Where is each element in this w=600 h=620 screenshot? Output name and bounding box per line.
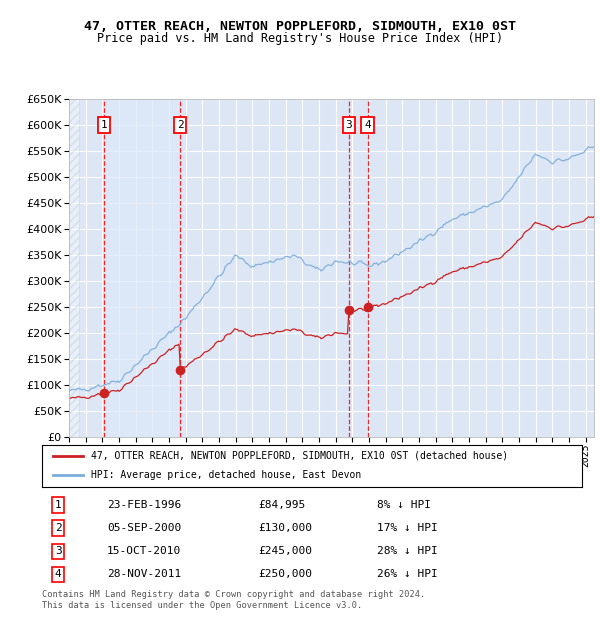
Text: 15-OCT-2010: 15-OCT-2010 [107, 546, 181, 556]
Text: HPI: Average price, detached house, East Devon: HPI: Average price, detached house, East… [91, 471, 361, 480]
Text: 1: 1 [101, 120, 108, 130]
Text: 05-SEP-2000: 05-SEP-2000 [107, 523, 181, 533]
Text: £245,000: £245,000 [258, 546, 312, 556]
Text: £84,995: £84,995 [258, 500, 305, 510]
Text: 47, OTTER REACH, NEWTON POPPLEFORD, SIDMOUTH, EX10 0ST (detached house): 47, OTTER REACH, NEWTON POPPLEFORD, SIDM… [91, 451, 508, 461]
Text: 28% ↓ HPI: 28% ↓ HPI [377, 546, 437, 556]
Text: £250,000: £250,000 [258, 569, 312, 579]
Text: 3: 3 [55, 546, 62, 556]
Text: 26% ↓ HPI: 26% ↓ HPI [377, 569, 437, 579]
Text: 2: 2 [177, 120, 184, 130]
Text: Contains HM Land Registry data © Crown copyright and database right 2024.
This d: Contains HM Land Registry data © Crown c… [42, 590, 425, 609]
Text: 17% ↓ HPI: 17% ↓ HPI [377, 523, 437, 533]
Text: 4: 4 [364, 120, 371, 130]
Text: £130,000: £130,000 [258, 523, 312, 533]
Text: 4: 4 [55, 569, 62, 579]
Text: 3: 3 [346, 120, 352, 130]
Text: 47, OTTER REACH, NEWTON POPPLEFORD, SIDMOUTH, EX10 0ST: 47, OTTER REACH, NEWTON POPPLEFORD, SIDM… [84, 20, 516, 33]
Text: 8% ↓ HPI: 8% ↓ HPI [377, 500, 431, 510]
Text: 28-NOV-2011: 28-NOV-2011 [107, 569, 181, 579]
Text: 1: 1 [55, 500, 62, 510]
Text: Price paid vs. HM Land Registry's House Price Index (HPI): Price paid vs. HM Land Registry's House … [97, 32, 503, 45]
Bar [104, 99, 180, 437]
Text: 23-FEB-1996: 23-FEB-1996 [107, 500, 181, 510]
Text: 2: 2 [55, 523, 62, 533]
